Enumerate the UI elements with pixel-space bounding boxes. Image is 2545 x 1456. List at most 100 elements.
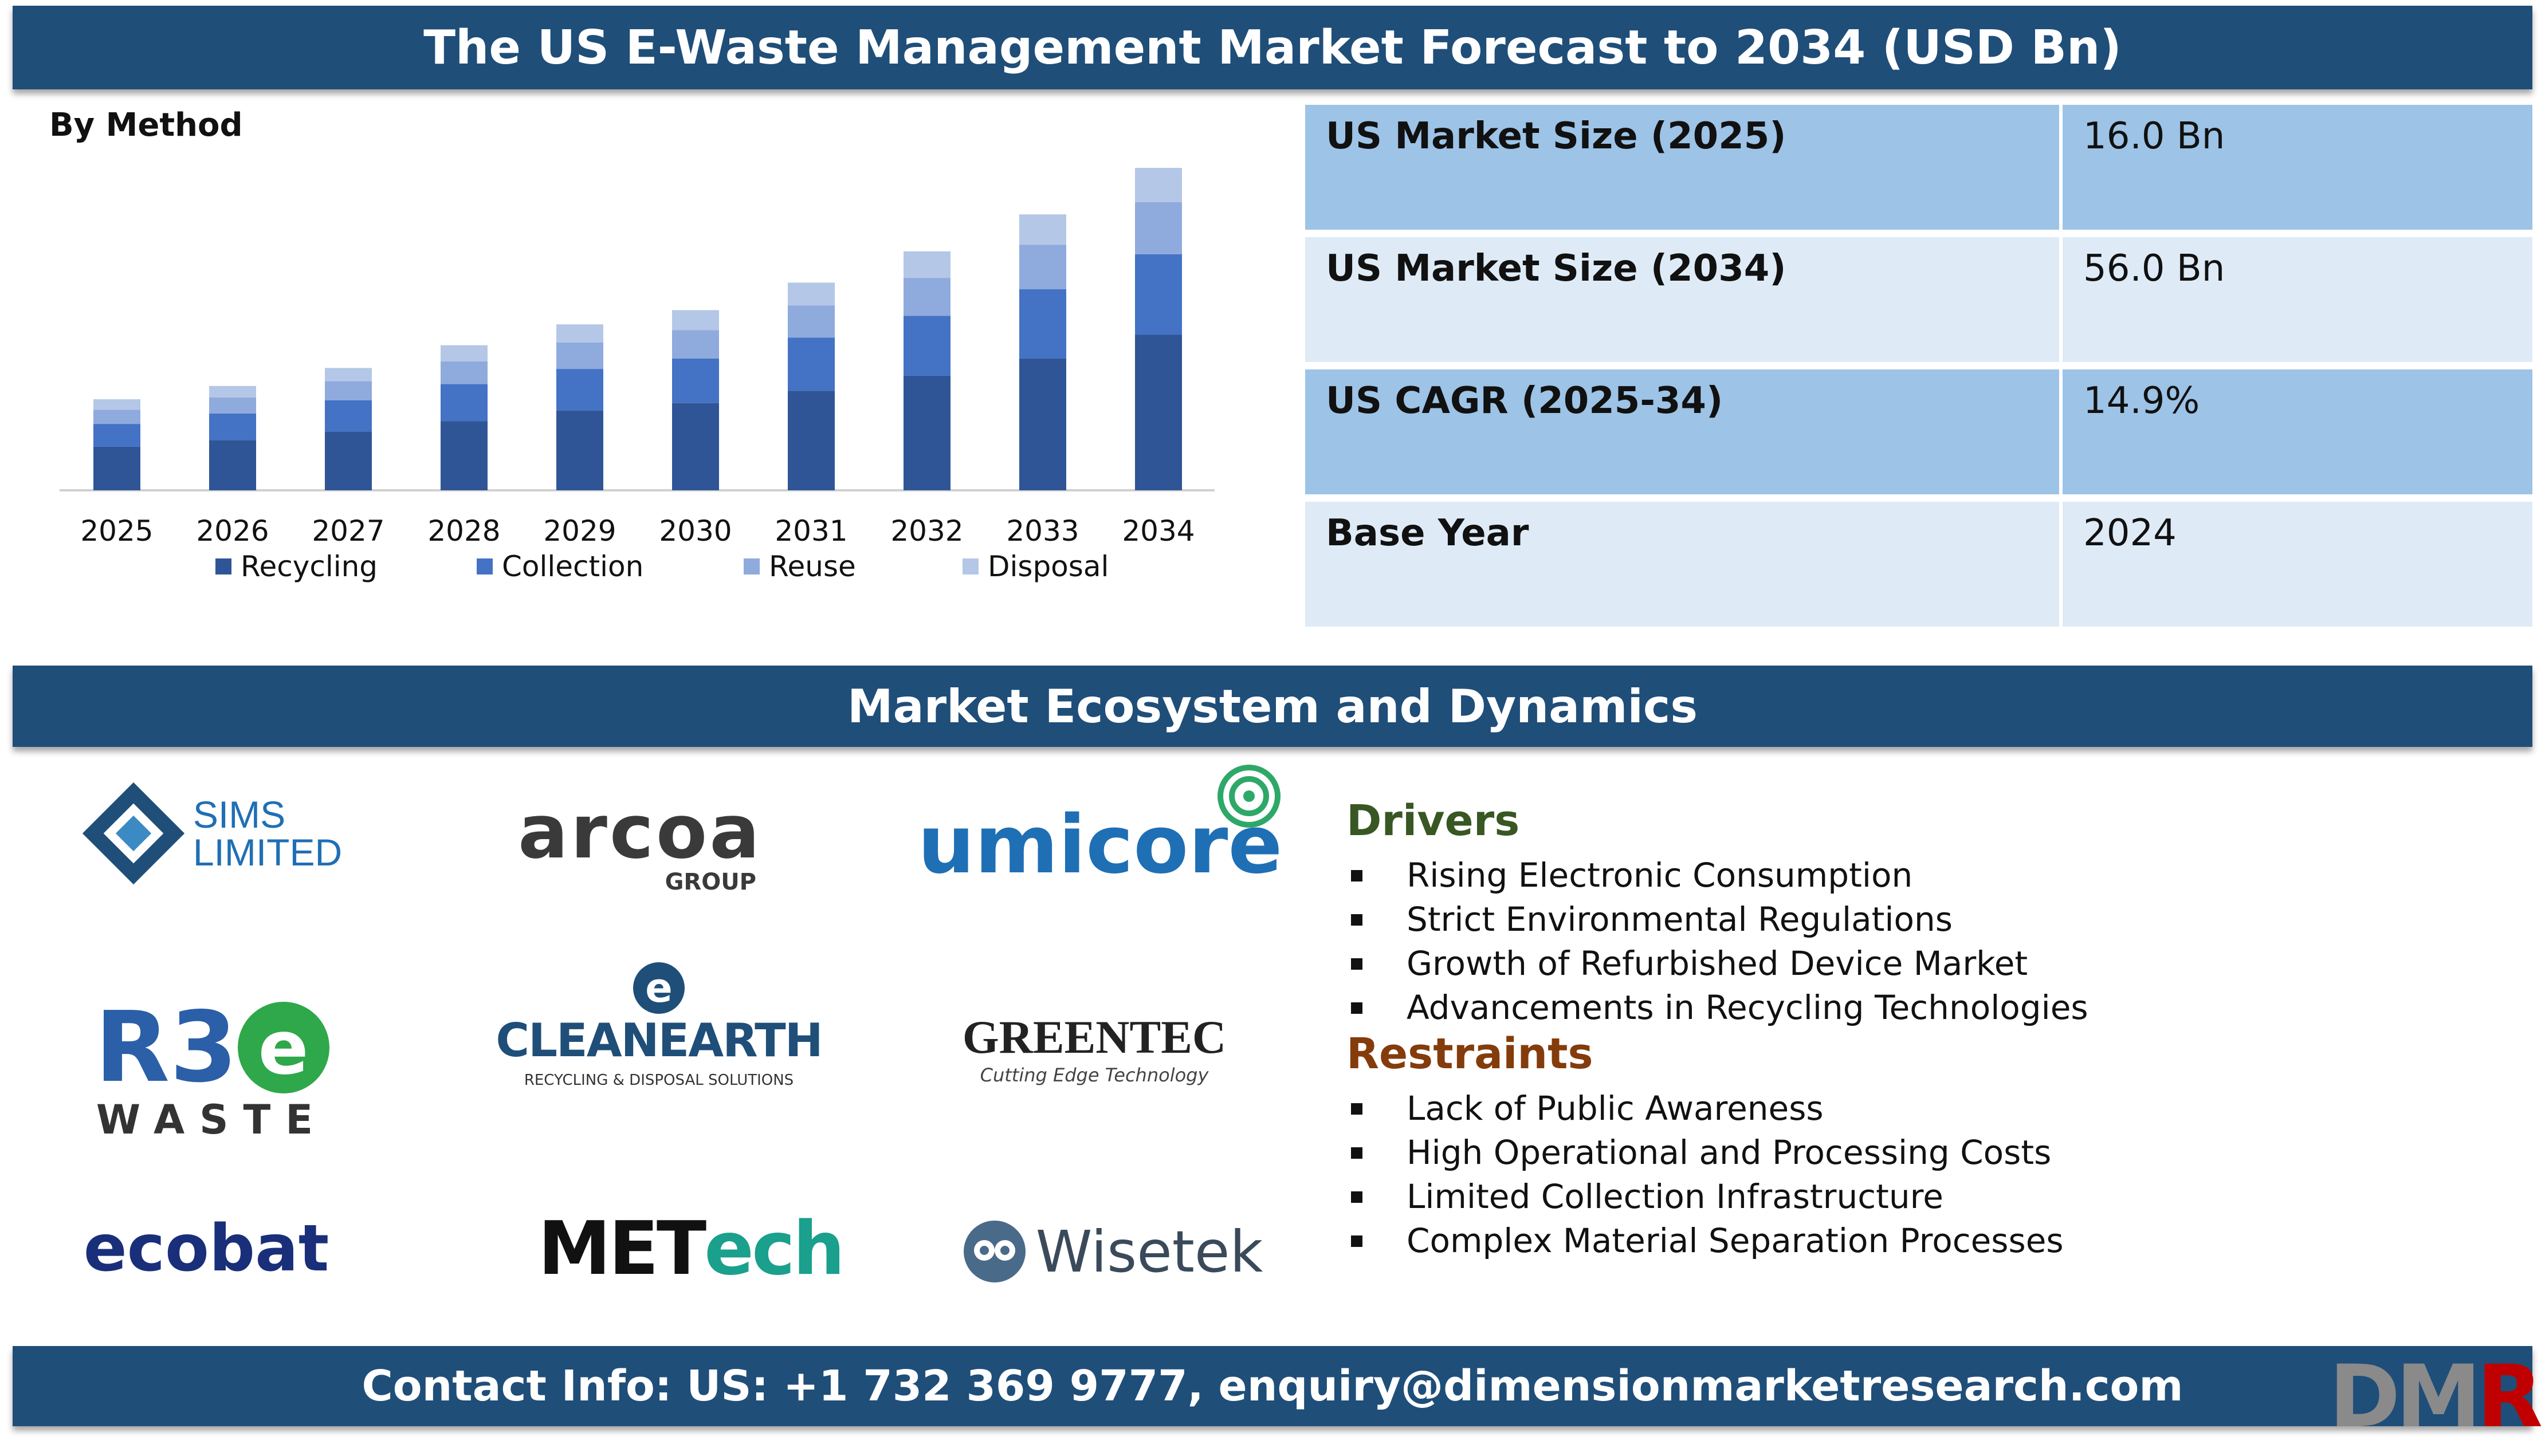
contact-info: Contact Info: US: +1 732 369 9777, enqui…	[362, 1361, 2183, 1411]
legend-item-recycling: Recycling	[215, 550, 378, 583]
kpi-value: 14.9%	[2063, 369, 2532, 494]
kpi-label: US Market Size (2034)	[1305, 237, 2059, 362]
x-tick-label: 2029	[543, 514, 616, 548]
ecobat-text: ecobat	[83, 1211, 329, 1286]
kpi-row-base-year: Base Year 2024	[1305, 502, 2532, 627]
kpi-row-market-size-2034: US Market Size (2034) 56.0 Bn	[1305, 237, 2532, 362]
bar-collection-2031	[788, 337, 835, 391]
page-title: The US E-Waste Management Market Forecas…	[423, 20, 2122, 75]
x-tick-label: 2033	[1006, 514, 1079, 548]
kpi-label: US Market Size (2025)	[1305, 105, 2059, 230]
bar-disposal-2028	[441, 345, 488, 361]
bar-collection-2032	[904, 316, 951, 376]
metech-logo: MET ech	[504, 1203, 877, 1294]
kpi-value: 16.0 Bn	[2063, 105, 2532, 230]
bar-reuse-2025	[93, 410, 140, 424]
kpi-label: Base Year	[1305, 502, 2059, 627]
legend-label-disposal: Disposal	[988, 550, 1109, 583]
bar-disposal-2027	[325, 368, 372, 381]
kpi-value: 2024	[2063, 502, 2532, 627]
x-tick-label: 2031	[775, 514, 847, 548]
sims-text: SIMS	[193, 793, 286, 836]
legend-item-reuse: Reuse	[744, 550, 856, 583]
greentec-text: GREENTEC	[962, 1011, 1227, 1063]
arcoa-group-logo: arcoa GROUP	[487, 790, 762, 899]
metech-text-ech: ech	[704, 1206, 845, 1292]
cleanearth-sub-text: RECYCLING & DISPOSAL SOLUTIONS	[524, 1071, 794, 1089]
greentec-sub-text: Cutting Edge Technology	[980, 1064, 1209, 1086]
bar-collection-2034	[1135, 254, 1182, 335]
dmr-letter-d: D	[2329, 1347, 2400, 1447]
restraint-item: Limited Collection Infrastructure	[1346, 1175, 2064, 1219]
stacked-bar-chart: 2025 2026 2027 2028 2029 2030 2031 2032 2033 2034	[60, 168, 1215, 548]
cleanearth-text: CLEANEARTH	[496, 1013, 823, 1067]
bar-reuse-2029	[556, 342, 603, 369]
bar-reuse-2027	[325, 381, 372, 400]
legend-label-collection: Collection	[502, 550, 644, 583]
umicore-text: umicore	[917, 798, 1283, 892]
bar-reuse-2032	[904, 278, 951, 316]
bar-disposal-2032	[904, 251, 951, 278]
bar-reuse-2031	[788, 305, 835, 338]
bar-collection-2025	[93, 424, 140, 447]
bar-recycling-2029	[556, 410, 603, 490]
bar-recycling-2033	[1019, 358, 1066, 490]
bar-recycling-2034	[1135, 335, 1182, 490]
driver-item: Strict Environmental Regulations	[1346, 898, 2088, 942]
legend-swatch-disposal	[963, 558, 979, 574]
restraints-list: Lack of Public Awareness High Operationa…	[1346, 1087, 2064, 1263]
sims-limited-logo: SIMS LIMITED	[80, 779, 344, 888]
bar-reuse-2034	[1135, 202, 1182, 254]
restraint-item: Lack of Public Awareness	[1346, 1087, 2064, 1131]
bar-disposal-2034	[1135, 168, 1182, 202]
r3-text: R3	[95, 991, 238, 1104]
bar-disposal-2031	[788, 282, 835, 306]
x-tick-label: 2025	[80, 514, 153, 548]
wisetek-owl-icon	[963, 1221, 1026, 1282]
bar-recycling-2030	[672, 403, 719, 490]
x-tick-label: 2028	[427, 514, 500, 548]
limited-text: LIMITED	[193, 831, 343, 873]
cleanearth-e-icon: e	[633, 962, 685, 1014]
bar-recycling-2031	[788, 391, 835, 490]
bar-recycling-2026	[209, 440, 256, 490]
kpi-value: 56.0 Bn	[2063, 237, 2532, 362]
bar-reuse-2026	[209, 397, 256, 414]
r3-ewaste-logo: R3 e WASTE	[92, 997, 332, 1146]
ecobat-logo: ecobat	[74, 1203, 338, 1294]
wisetek-text: Wisetek	[1035, 1218, 1263, 1285]
bar-collection-2027	[325, 400, 372, 432]
driver-item: Advancements in Recycling Technologies	[1346, 986, 2088, 1030]
x-tick-label: 2032	[890, 514, 963, 548]
kpi-label: US CAGR (2025-34)	[1305, 369, 2059, 494]
legend-label-reuse: Reuse	[769, 550, 856, 583]
ecosystem-banner: Market Ecosystem and Dynamics	[13, 666, 2532, 747]
bar-recycling-2025	[93, 446, 140, 490]
bar-recycling-2032	[904, 375, 951, 490]
r3-waste-text: WASTE	[96, 1096, 328, 1143]
legend-swatch-recycling	[215, 558, 231, 574]
umicore-logo: umicore	[917, 762, 1283, 894]
legend-swatch-collection	[477, 558, 493, 574]
dmr-letter-r: R	[2476, 1347, 2543, 1447]
wisetek-logo: Wisetek	[957, 1209, 1266, 1294]
bar-disposal-2029	[556, 324, 603, 343]
umicore-swirl-icon	[1217, 765, 1281, 828]
kpi-row-market-size-2025: US Market Size (2025) 16.0 Bn	[1305, 105, 2532, 230]
kpi-row-cagr: US CAGR (2025-34) 14.9%	[1305, 369, 2532, 494]
bar-disposal-2033	[1019, 214, 1066, 245]
x-tick-label: 2026	[196, 514, 269, 548]
bar-disposal-2025	[93, 399, 140, 410]
restraint-item: Complex Material Separation Processes	[1346, 1219, 2064, 1263]
restraint-item: High Operational and Processing Costs	[1346, 1131, 2064, 1175]
chart-subtitle: By Method	[49, 107, 243, 144]
drivers-list: Rising Electronic Consumption Strict Env…	[1346, 853, 2088, 1030]
contact-banner: Contact Info: US: +1 732 369 9777, enqui…	[13, 1346, 2532, 1426]
title-banner: The US E-Waste Management Market Forecas…	[13, 6, 2532, 89]
driver-item: Rising Electronic Consumption	[1346, 853, 2088, 898]
bar-recycling-2028	[441, 421, 488, 490]
ecosystem-title: Market Ecosystem and Dynamics	[847, 679, 1698, 733]
greentec-logo: GREENTEC Cutting Edge Technology	[940, 997, 1249, 1100]
dmr-brand-logo: DMR	[2329, 1347, 2543, 1447]
bar-collection-2033	[1019, 289, 1066, 359]
